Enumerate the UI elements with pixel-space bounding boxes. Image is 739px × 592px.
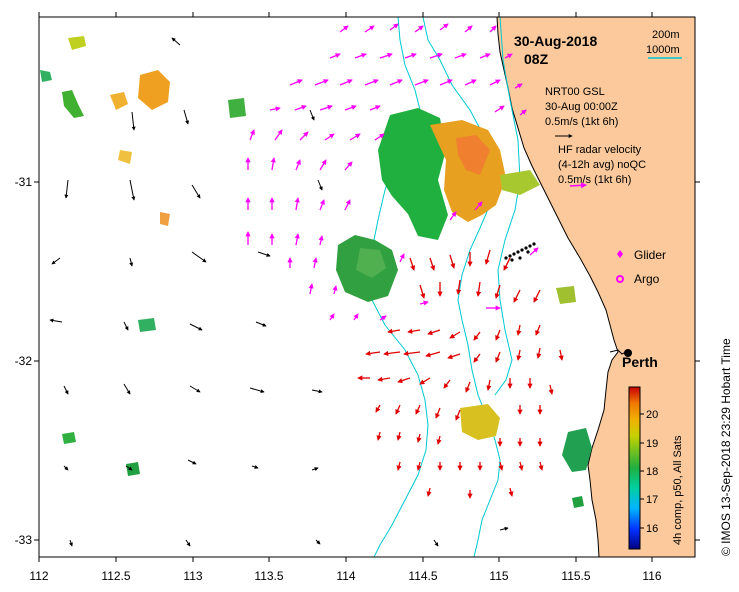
isobath-200m — [422, 17, 501, 557]
radar-legend-arrow — [569, 182, 587, 189]
radar-vectors-north — [245, 23, 539, 321]
map-time: 08Z — [524, 51, 549, 67]
axis-ticks — [34, 12, 700, 562]
y-tick-label: -33 — [15, 533, 33, 547]
x-tick-label: 113.5 — [254, 569, 283, 583]
map-date: 30-Aug-2018 — [514, 33, 597, 49]
y-tick-label: -31 — [15, 175, 33, 189]
model-vectors — [49, 37, 509, 547]
argo-legend-label: Argo — [634, 272, 660, 286]
x-tick-label: 115.5 — [561, 569, 590, 583]
colorbar-ticks — [640, 413, 644, 529]
glider-legend-icon — [617, 250, 623, 258]
radar-legend-line2: (4-12h avg) noQC — [558, 159, 646, 171]
gsl-legend-line2: 30-Aug 00:00Z — [545, 101, 618, 113]
gsl-legend-line1: NRT00 GSL — [545, 86, 605, 98]
radar-legend-line1: HF radar velocity — [558, 144, 642, 156]
radar-vectors-south — [357, 249, 564, 499]
colorbar-tick-label: 16 — [646, 523, 658, 535]
x-tick-label: 113 — [183, 569, 202, 583]
x-tick-label: 114.5 — [408, 569, 437, 583]
x-tick-label: 115 — [489, 569, 508, 583]
land-area — [496, 17, 695, 557]
perth-marker — [624, 349, 632, 357]
isobath-1000m-label: 1000m — [646, 44, 680, 56]
isobath-200m-inner — [494, 17, 521, 396]
colorbar-tick-label: 17 — [646, 494, 658, 506]
x-tick-label: 116 — [642, 569, 661, 583]
gsl-legend-line3: 0.5m/s (1kt 6h) — [545, 116, 618, 128]
glider-legend-label: Glider — [634, 248, 666, 262]
credit-text: © IMOS 13-Sep-2018 23:29 Hobart Time — [719, 338, 733, 556]
isobath-200m-label: 200m — [652, 29, 680, 41]
y-tick-label: -32 — [15, 354, 33, 368]
plot-frame — [38, 16, 696, 558]
colorbar-tick-label: 18 — [646, 466, 658, 478]
perth-label: Perth — [622, 354, 658, 370]
x-tick-label: 112.5 — [101, 569, 130, 583]
argo-legend-icon — [616, 275, 624, 283]
radar-legend-line3: 0.5m/s (1kt 6h) — [558, 174, 631, 186]
colorbar — [628, 386, 641, 550]
sst-patches — [40, 36, 592, 508]
glider-track — [504, 242, 536, 262]
colorbar-label: 4h comp, p50, All Sats — [672, 435, 684, 545]
x-tick-label: 112 — [29, 569, 48, 583]
colorbar-tick-label: 20 — [646, 409, 658, 421]
colorbar-tick-label: 19 — [646, 438, 658, 450]
x-tick-label: 114 — [336, 569, 355, 583]
